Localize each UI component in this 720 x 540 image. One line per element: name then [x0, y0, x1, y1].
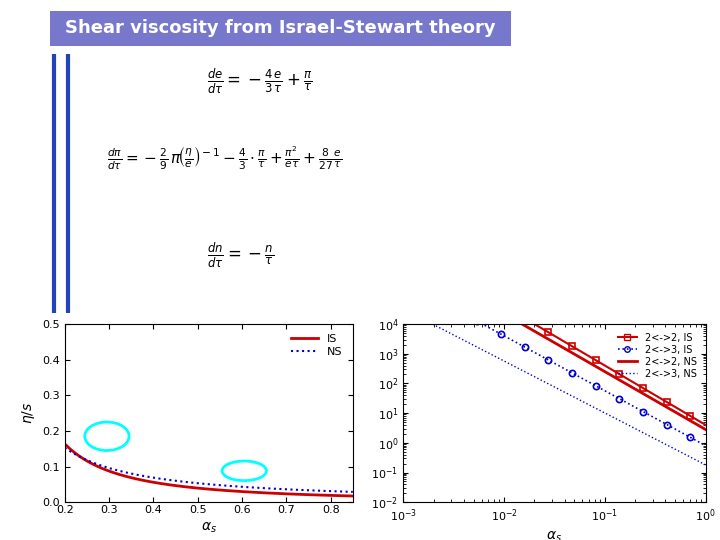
X-axis label: $\alpha_s$: $\alpha_s$	[546, 529, 562, 540]
Text: $\frac{dn}{d\tau} = -\frac{n}{\tau}$: $\frac{dn}{d\tau} = -\frac{n}{\tau}$	[207, 241, 274, 270]
Legend: 2<->2, IS, 2<->3, IS, 2<->2, NS, 2<->3, NS: 2<->2, IS, 2<->3, IS, 2<->2, NS, 2<->3, …	[613, 329, 701, 382]
Text: $\frac{de}{d\tau} = -\frac{4\,e}{3\,\tau} + \frac{\pi}{\tau}$: $\frac{de}{d\tau} = -\frac{4\,e}{3\,\tau…	[207, 67, 313, 96]
Text: Shear viscosity from Israel-Stewart theory: Shear viscosity from Israel-Stewart theo…	[66, 19, 496, 37]
Text: $\frac{d\pi}{d\tau} = -\frac{2}{9}\,\pi\!\left(\frac{\eta}{e}\right)^{\!-1} - \f: $\frac{d\pi}{d\tau} = -\frac{2}{9}\,\pi\…	[107, 145, 342, 172]
X-axis label: $\alpha_s$: $\alpha_s$	[201, 521, 217, 535]
Y-axis label: $\eta/s$: $\eta/s$	[19, 402, 37, 424]
Legend: IS, NS: IS, NS	[286, 329, 347, 362]
